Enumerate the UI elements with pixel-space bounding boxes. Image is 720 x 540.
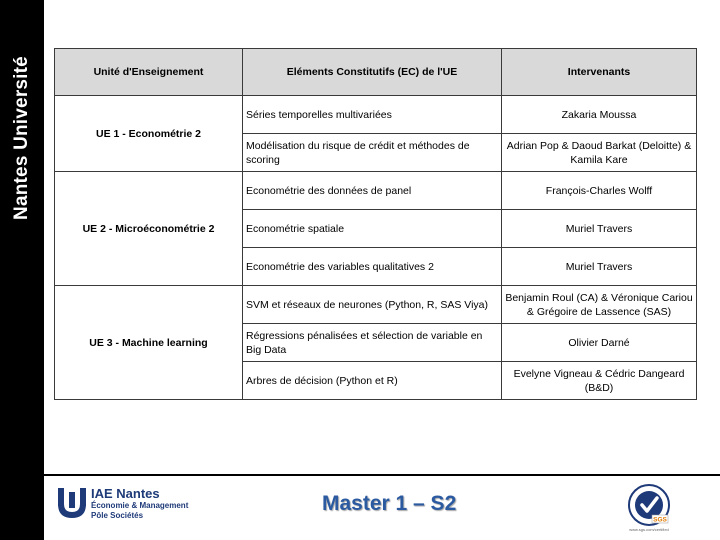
brand-line-2: Pôle Sociétés <box>91 511 144 520</box>
ec-cell: Econométrie des variables qualitatives 2 <box>242 247 502 286</box>
ec-cell: Séries temporelles multivariées <box>242 95 502 134</box>
sidebar-band: Nantes Université <box>0 0 44 540</box>
ec-cell: Régressions pénalisées et sélection de v… <box>242 323 502 362</box>
table-header-row: Unité d'Enseignement Eléments Constituti… <box>54 48 697 96</box>
header-ue: Unité d'Enseignement <box>54 48 243 96</box>
brand-name: IAE Nantes <box>91 486 160 501</box>
intervenants-cell: Benjamin Roul (CA) & Véronique Cariou & … <box>501 285 697 324</box>
intervenants-cell: Evelyne Vigneau & Cédric Dangeard (B&D) <box>501 361 697 400</box>
ue-cell: UE 1 - Econométrie 2 <box>54 95 243 172</box>
curriculum-table: Unité d'Enseignement Eléments Constituti… <box>54 48 697 400</box>
table-row: Régressions pénalisées et sélection de v… <box>55 323 697 362</box>
intervenants-cell: Muriel Travers <box>501 247 697 286</box>
iae-logo-icon <box>58 488 86 518</box>
table-row: Arbres de décision (Python et R) Evelyne… <box>55 361 697 400</box>
intervenants-cell: François-Charles Wolff <box>501 171 697 210</box>
header-ec: Eléments Constitutifs (EC) de l'UE <box>242 48 502 96</box>
ec-cell: Arbres de décision (Python et R) <box>242 361 502 400</box>
brand-line-1: Économie & Management <box>91 501 189 510</box>
ue-cell: UE 2 - Microéconométrie 2 <box>54 171 243 286</box>
ue-cell: UE 3 - Machine learning <box>54 285 243 400</box>
table-row: UE 1 - Econométrie 2 Séries temporelles … <box>54 95 697 172</box>
table-row: UE 3 - Machine learning SVM et réseaux d… <box>54 285 697 400</box>
intervenants-cell: Muriel Travers <box>501 209 697 248</box>
university-name: Nantes Université <box>11 56 32 220</box>
ec-cell: Modélisation du risque de crédit et méth… <box>242 133 502 172</box>
ec-cell: Econométrie des données de panel <box>242 171 502 210</box>
footer-divider <box>44 474 720 476</box>
table-row: Econométrie des variables qualitatives 2… <box>55 247 697 286</box>
intervenants-cell: Adrian Pop & Daoud Barkat (Deloitte) & K… <box>501 133 697 172</box>
table-row: Modélisation du risque de crédit et méth… <box>55 133 697 172</box>
brand-subtitle: Économie & Management Pôle Sociétés <box>91 501 188 521</box>
ec-cell: SVM et réseaux de neurones (Python, R, S… <box>242 285 502 324</box>
header-intervenants: Intervenants <box>501 48 697 96</box>
ec-cell: Econométrie spatiale <box>242 209 502 248</box>
certification-seal-icon: SGS <box>628 484 670 526</box>
table-row: Econométrie spatiale Muriel Travers <box>55 209 697 248</box>
table-row: UE 2 - Microéconométrie 2 Econométrie de… <box>54 171 697 286</box>
cert-caption: www.sgs.com/certified <box>629 527 669 532</box>
footer-title: Master 1 – S2 <box>322 492 457 515</box>
intervenants-cell: Olivier Darné <box>501 323 697 362</box>
intervenants-cell: Zakaria Moussa <box>501 95 697 134</box>
cert-label: SGS <box>653 517 667 524</box>
